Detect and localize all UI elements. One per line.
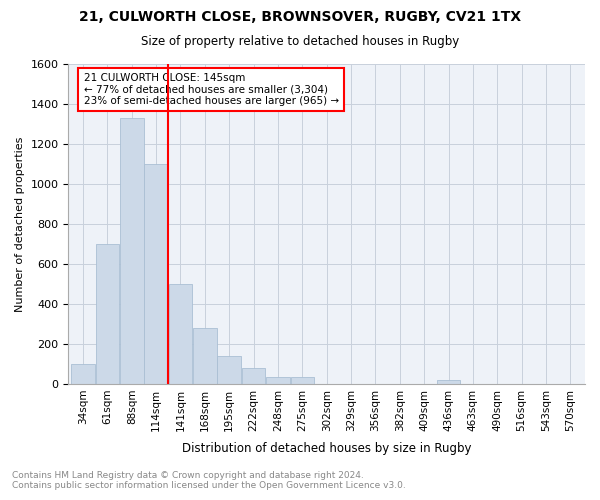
Bar — [266, 377, 290, 384]
Text: 21, CULWORTH CLOSE, BROWNSOVER, RUGBY, CV21 1TX: 21, CULWORTH CLOSE, BROWNSOVER, RUGBY, C… — [79, 10, 521, 24]
Bar — [120, 118, 143, 384]
Bar — [290, 377, 314, 384]
Y-axis label: Number of detached properties: Number of detached properties — [15, 136, 25, 312]
Text: 21 CULWORTH CLOSE: 145sqm
← 77% of detached houses are smaller (3,304)
23% of se: 21 CULWORTH CLOSE: 145sqm ← 77% of detac… — [83, 73, 338, 106]
Bar — [193, 328, 217, 384]
Bar — [242, 368, 265, 384]
Bar — [437, 380, 460, 384]
Text: Size of property relative to detached houses in Rugby: Size of property relative to detached ho… — [141, 35, 459, 48]
Bar — [95, 244, 119, 384]
X-axis label: Distribution of detached houses by size in Rugby: Distribution of detached houses by size … — [182, 442, 472, 455]
Bar — [169, 284, 193, 384]
Bar — [217, 356, 241, 384]
Bar — [145, 164, 168, 384]
Text: Contains HM Land Registry data © Crown copyright and database right 2024.
Contai: Contains HM Land Registry data © Crown c… — [12, 470, 406, 490]
Bar — [71, 364, 95, 384]
